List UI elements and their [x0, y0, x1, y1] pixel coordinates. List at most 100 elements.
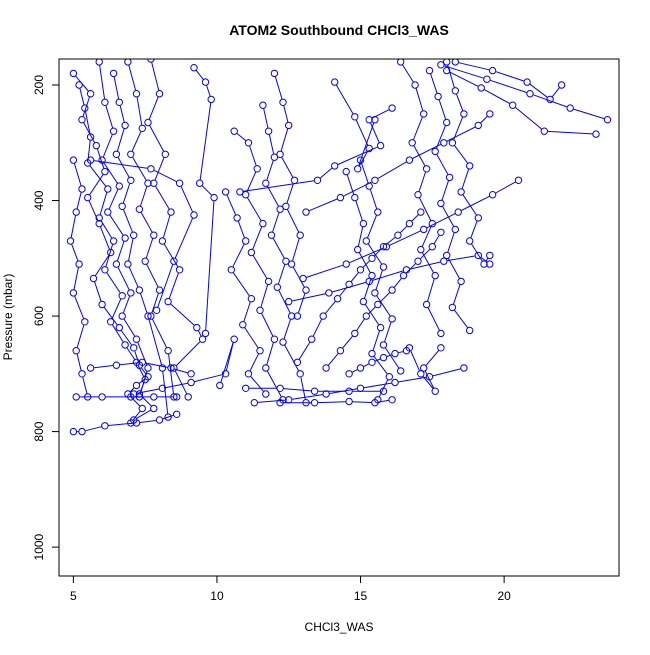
series-segment — [436, 125, 446, 149]
series-segment — [100, 220, 113, 239]
data-point — [417, 208, 425, 216]
data-point — [161, 150, 170, 159]
data-point — [141, 257, 149, 265]
series-segment — [393, 278, 402, 288]
data-point — [210, 193, 218, 202]
data-point — [365, 144, 373, 153]
data-point — [75, 81, 83, 89]
series-segment — [444, 65, 484, 79]
data-point — [112, 361, 121, 369]
series-segment — [96, 148, 105, 169]
series-segment — [257, 399, 286, 403]
data-point — [443, 118, 451, 127]
data-point — [264, 127, 273, 135]
data-point — [331, 78, 339, 86]
series-6 — [66, 156, 92, 401]
data-point — [282, 202, 290, 211]
data-point — [150, 404, 158, 413]
axes-layer: 5 10 15 20 200 400 600 800 1000 — [32, 58, 620, 603]
data-point — [150, 179, 158, 187]
data-point — [592, 130, 600, 138]
series-segment — [137, 365, 145, 377]
data-point — [376, 141, 385, 150]
series-segment — [94, 365, 114, 369]
series-segment — [372, 330, 380, 351]
data-point — [474, 214, 482, 222]
data-point — [262, 179, 270, 187]
series-segment — [272, 212, 280, 233]
series-segment — [421, 226, 432, 247]
series-segment — [100, 226, 110, 250]
series-segment — [268, 134, 275, 154]
data-point — [388, 104, 396, 112]
data-point — [345, 387, 353, 395]
series-segment — [368, 306, 376, 314]
data-point — [101, 422, 109, 430]
data-point — [431, 387, 439, 395]
series-segment — [274, 76, 283, 100]
data-point — [417, 245, 425, 254]
series-segment — [312, 318, 323, 337]
series-segment — [128, 238, 134, 261]
series-segment — [413, 145, 426, 166]
data-point — [466, 326, 474, 335]
data-point — [152, 306, 161, 314]
data-point — [121, 234, 129, 242]
data-point — [193, 323, 201, 332]
data-point — [322, 364, 330, 372]
data-point — [448, 139, 457, 147]
series-segment — [99, 192, 108, 215]
data-point — [276, 399, 284, 407]
series-segment — [480, 116, 488, 124]
series-segment — [70, 215, 76, 238]
series-segment — [385, 237, 396, 245]
series-28 — [356, 156, 405, 375]
series-segment — [174, 218, 194, 259]
data-point — [388, 315, 396, 323]
series-segment — [441, 180, 449, 201]
series-segment — [471, 243, 483, 262]
data-point — [158, 364, 167, 372]
series-segment — [113, 76, 120, 99]
data-point — [158, 237, 167, 245]
series-segment — [249, 353, 259, 371]
data-point — [333, 295, 342, 303]
data-point — [440, 257, 448, 265]
series-segment — [145, 362, 168, 368]
series-segment — [108, 422, 134, 426]
data-point — [138, 404, 147, 413]
series-segment — [377, 161, 407, 179]
data-point — [276, 384, 284, 392]
series-segment — [378, 379, 389, 397]
series-segment — [356, 318, 365, 331]
series-segment — [495, 181, 516, 194]
data-point — [127, 176, 135, 185]
series-segment — [447, 232, 455, 253]
series-32 — [437, 61, 612, 124]
data-point — [411, 81, 419, 89]
series-30 — [425, 66, 474, 335]
data-point — [276, 205, 284, 213]
series-segment — [533, 94, 568, 108]
data-point — [557, 81, 566, 89]
data-point — [233, 214, 241, 222]
y-tick-label: 400 — [32, 190, 46, 210]
series-segment — [442, 206, 455, 227]
series-4 — [124, 59, 178, 401]
series-segment — [139, 371, 148, 394]
series-segment — [283, 105, 289, 123]
data-point — [247, 295, 256, 303]
data-point — [365, 116, 373, 124]
data-point — [86, 90, 95, 98]
data-point — [351, 193, 359, 202]
data-point — [431, 271, 439, 280]
data-point — [397, 59, 405, 66]
data-point — [72, 208, 80, 216]
series-segment — [339, 286, 348, 297]
series-segment — [283, 319, 291, 339]
data-point — [242, 191, 250, 199]
series-segment — [292, 394, 323, 400]
data-point — [104, 208, 112, 216]
data-point — [443, 66, 451, 75]
data-point — [101, 266, 109, 274]
